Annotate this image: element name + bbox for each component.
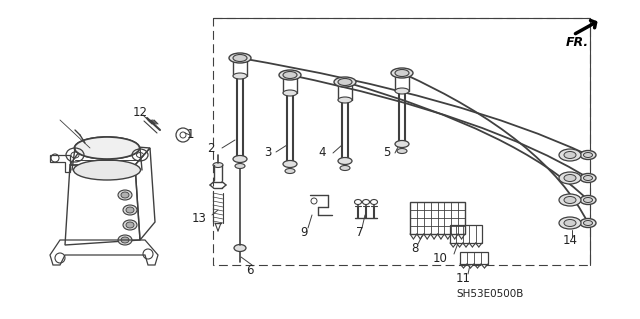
Ellipse shape: [580, 151, 596, 160]
Ellipse shape: [564, 219, 576, 226]
Ellipse shape: [283, 160, 297, 167]
Ellipse shape: [229, 53, 251, 63]
Bar: [410, 202, 465, 234]
Ellipse shape: [121, 192, 129, 198]
Text: 11: 11: [456, 271, 470, 285]
Ellipse shape: [121, 237, 129, 243]
Text: 3: 3: [264, 145, 272, 159]
Text: 12: 12: [132, 106, 147, 118]
Text: 9: 9: [300, 226, 308, 239]
Ellipse shape: [564, 174, 576, 182]
Ellipse shape: [584, 152, 593, 158]
Bar: [450, 225, 482, 243]
Ellipse shape: [118, 235, 132, 245]
Ellipse shape: [279, 70, 301, 80]
Ellipse shape: [123, 205, 137, 215]
Ellipse shape: [564, 197, 576, 204]
Ellipse shape: [338, 158, 352, 165]
Ellipse shape: [340, 166, 350, 170]
Text: 13: 13: [192, 211, 207, 225]
Text: 6: 6: [246, 263, 253, 277]
Ellipse shape: [233, 155, 247, 162]
Ellipse shape: [123, 220, 137, 230]
Ellipse shape: [118, 190, 132, 200]
Ellipse shape: [233, 73, 247, 79]
Text: 7: 7: [356, 226, 364, 239]
Ellipse shape: [233, 55, 247, 62]
Ellipse shape: [74, 160, 141, 180]
Ellipse shape: [235, 164, 245, 168]
Text: 14: 14: [563, 234, 577, 247]
Text: 5: 5: [383, 146, 390, 160]
Ellipse shape: [397, 149, 407, 153]
Ellipse shape: [338, 97, 352, 103]
Ellipse shape: [559, 217, 581, 229]
Bar: [460, 252, 488, 264]
Ellipse shape: [584, 175, 593, 181]
Ellipse shape: [283, 90, 297, 96]
Ellipse shape: [559, 172, 581, 184]
Ellipse shape: [580, 219, 596, 227]
Ellipse shape: [234, 244, 246, 251]
Text: FR.: FR.: [566, 36, 589, 49]
Ellipse shape: [126, 222, 134, 228]
Ellipse shape: [580, 174, 596, 182]
Ellipse shape: [564, 152, 576, 159]
Text: 2: 2: [207, 142, 215, 154]
Ellipse shape: [395, 88, 409, 94]
Text: SH53E0500B: SH53E0500B: [456, 289, 524, 299]
Text: 8: 8: [412, 241, 419, 255]
Text: 1: 1: [186, 129, 194, 142]
Ellipse shape: [338, 78, 352, 85]
Ellipse shape: [74, 137, 140, 159]
Ellipse shape: [584, 197, 593, 203]
Ellipse shape: [391, 68, 413, 78]
Ellipse shape: [395, 140, 409, 147]
Ellipse shape: [395, 70, 409, 77]
Ellipse shape: [580, 196, 596, 204]
Ellipse shape: [334, 77, 356, 87]
Ellipse shape: [285, 168, 295, 174]
Text: 10: 10: [433, 251, 448, 264]
Bar: [213, 18, 590, 265]
Ellipse shape: [283, 71, 297, 78]
Text: 4: 4: [319, 146, 326, 160]
Ellipse shape: [126, 207, 134, 213]
Ellipse shape: [559, 149, 581, 161]
Ellipse shape: [584, 220, 593, 226]
Ellipse shape: [559, 194, 581, 206]
Ellipse shape: [213, 162, 223, 167]
